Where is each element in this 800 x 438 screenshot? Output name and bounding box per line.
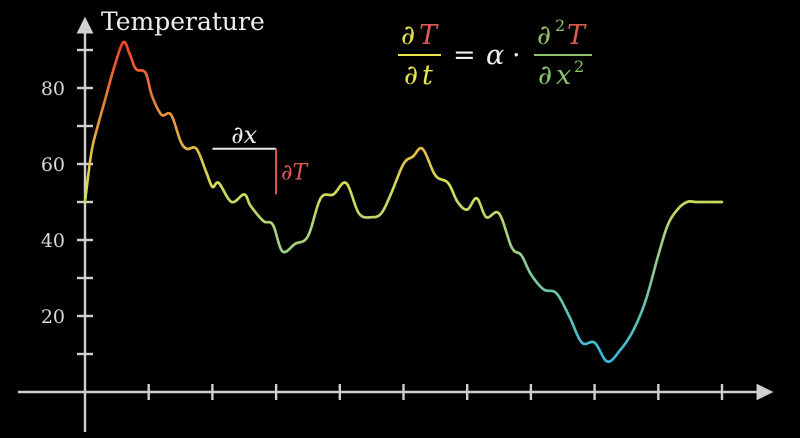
temperature-curve <box>83 40 724 363</box>
alpha: α <box>486 40 504 71</box>
lhs-numerator-partial: ∂ <box>401 20 415 51</box>
rhs-numerator-var: T <box>567 20 587 51</box>
lhs-numerator-var: T <box>419 20 439 51</box>
rhs-denominator-power: 2 <box>574 57 584 76</box>
rhs-numerator-power: 2 <box>555 16 565 35</box>
equals-sign: = <box>453 40 476 71</box>
lhs-denominator-partial: ∂ <box>404 60 418 91</box>
heat-equation: ∂ T ∂ t = α · ∂ 2 T ∂ x 2 <box>398 16 592 91</box>
y-tick-labels: 20 40 60 80 <box>41 78 65 328</box>
dot-operator: · <box>512 40 521 71</box>
dx-label: ∂x <box>231 121 257 149</box>
rhs-numerator-partial: ∂ <box>537 20 551 51</box>
rhs-denominator-partial: ∂ <box>538 60 552 91</box>
dT-label: ∂T <box>281 161 309 186</box>
y-tick-label: 80 <box>41 78 65 100</box>
y-tick-label: 20 <box>41 306 65 328</box>
derivative-annotation: ∂x ∂T <box>212 121 309 195</box>
y-tick-label: 40 <box>41 230 65 252</box>
y-axis-label: Temperature <box>101 7 265 36</box>
x-ticks <box>147 384 724 400</box>
lhs-denominator-var: t <box>422 60 433 91</box>
y-tick-label: 60 <box>41 154 65 176</box>
rhs-denominator-var: x <box>556 60 571 91</box>
